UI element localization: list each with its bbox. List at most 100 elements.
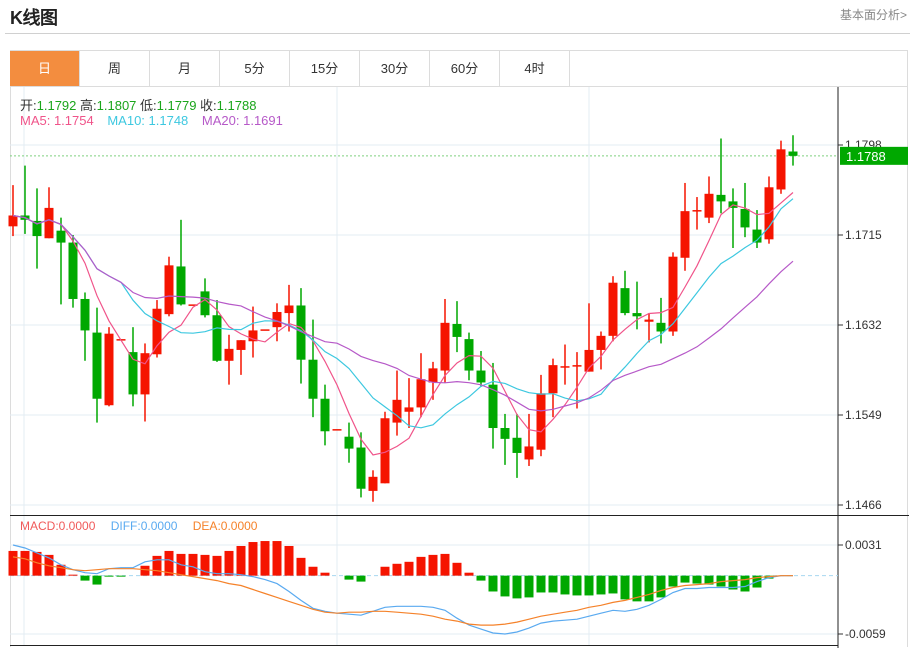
candle-body (656, 322, 666, 332)
macd-y-tick-label: -0.0059 (845, 627, 886, 641)
ma5-line (12, 192, 794, 456)
macd-bar (596, 575, 606, 595)
ohlc-legend: 开:1.1792 高:1.1807 低:1.1779 收:1.1788 (20, 95, 256, 114)
tab-4hour[interactable]: 4时 (500, 51, 570, 86)
macd-bar (548, 575, 558, 593)
period-tabs: 日 周 月 5分 15分 30分 60分 4时 (10, 51, 570, 86)
candle-body (428, 368, 438, 383)
candle-body (332, 429, 342, 431)
macd-bar (248, 542, 258, 576)
tab-30min[interactable]: 30分 (360, 51, 430, 86)
macd-bar (692, 575, 702, 584)
candle-body (500, 428, 510, 439)
close-label: 收: (200, 98, 217, 113)
candle-body (236, 340, 246, 350)
candle-body (248, 330, 258, 342)
candle-body (32, 220, 42, 237)
macd-bar (188, 553, 198, 576)
candle-body (776, 149, 786, 190)
candle-body (488, 384, 498, 429)
candle-body (176, 266, 186, 305)
candle-body (188, 304, 198, 306)
candle-body (68, 242, 78, 299)
macd-bar (560, 575, 570, 595)
candle-body (632, 313, 642, 317)
macd-bar (56, 564, 66, 576)
y-tick-label: 1.1715 (845, 228, 882, 242)
tab-60min[interactable]: 60分 (430, 51, 500, 86)
macd-y-tick-label: 0.0031 (845, 538, 882, 552)
macd-bar (92, 575, 102, 585)
macd-bar (572, 575, 582, 596)
candle-body (344, 436, 354, 449)
tab-15min[interactable]: 15分 (290, 51, 360, 86)
tab-week[interactable]: 周 (80, 51, 150, 86)
ma-legend: MA5: 1.1754 MA10: 1.1748 MA20: 1.1691 (20, 113, 283, 128)
macd-bar (392, 563, 402, 576)
tab-5min[interactable]: 5分 (220, 51, 290, 86)
candle-body (356, 447, 366, 489)
y-tick-label: 1.1466 (845, 498, 882, 512)
page-title: K线图 (10, 8, 58, 28)
candle-body (320, 398, 330, 432)
candle-body (620, 288, 630, 314)
candle-body (452, 323, 462, 337)
candle-body (368, 476, 378, 491)
candle-body (644, 319, 654, 322)
macd-bar (284, 545, 294, 576)
candle-body (200, 291, 210, 316)
candle-body (572, 365, 582, 367)
macd-bar (8, 550, 18, 576)
candle-body (152, 308, 162, 355)
candle-body (596, 335, 606, 350)
macd-bar (668, 575, 678, 587)
candle-body (692, 210, 702, 212)
last-price-badge (840, 146, 908, 165)
macd-bar (344, 575, 354, 580)
macd-bar (104, 575, 114, 577)
macd-bar (308, 566, 318, 576)
tab-day[interactable]: 日 (10, 51, 80, 86)
dea-line (12, 556, 793, 626)
macd-bar (536, 575, 546, 593)
ma5-label: MA5: 1.1754 (20, 113, 94, 128)
ma20-line (12, 214, 794, 412)
ma20-label: MA20: 1.1691 (201, 113, 283, 128)
macd-bar (68, 574, 78, 576)
macd-bar (356, 575, 366, 582)
macd-bar (632, 575, 642, 602)
candle-body (524, 446, 534, 460)
macd-bar (584, 575, 594, 596)
macd-bar (464, 572, 474, 576)
macd-bar (644, 575, 654, 602)
macd-bar (740, 575, 750, 592)
macd-bar (236, 545, 246, 576)
candle-body (224, 348, 234, 361)
candle-body (392, 399, 402, 423)
candle-body (512, 437, 522, 453)
macd-bar (680, 575, 690, 583)
y-tick-label: 1.1549 (845, 408, 882, 422)
candle-body (140, 353, 150, 395)
macd-bar (380, 566, 390, 576)
candle-body (56, 230, 66, 243)
macd-bar (80, 575, 90, 581)
divider (5, 33, 910, 34)
candle-body (608, 282, 618, 336)
high-value: 1.1807 (96, 98, 137, 113)
candle-body (752, 229, 762, 243)
diff-label: DIFF:0.0000 (110, 519, 178, 533)
candle-body (260, 329, 270, 331)
candle-body (668, 256, 678, 332)
candle-body (284, 305, 294, 314)
macd-bar (152, 555, 162, 576)
macd-bar (320, 572, 330, 576)
diff-line (12, 544, 793, 635)
y-tick-label: 1.1632 (845, 318, 882, 332)
dea-label: DEA:0.0000 (192, 519, 258, 533)
divider (10, 86, 908, 87)
candle-body (548, 365, 558, 394)
tab-month[interactable]: 月 (150, 51, 220, 86)
fundamental-analysis-link[interactable]: 基本面分析> (839, 8, 907, 22)
